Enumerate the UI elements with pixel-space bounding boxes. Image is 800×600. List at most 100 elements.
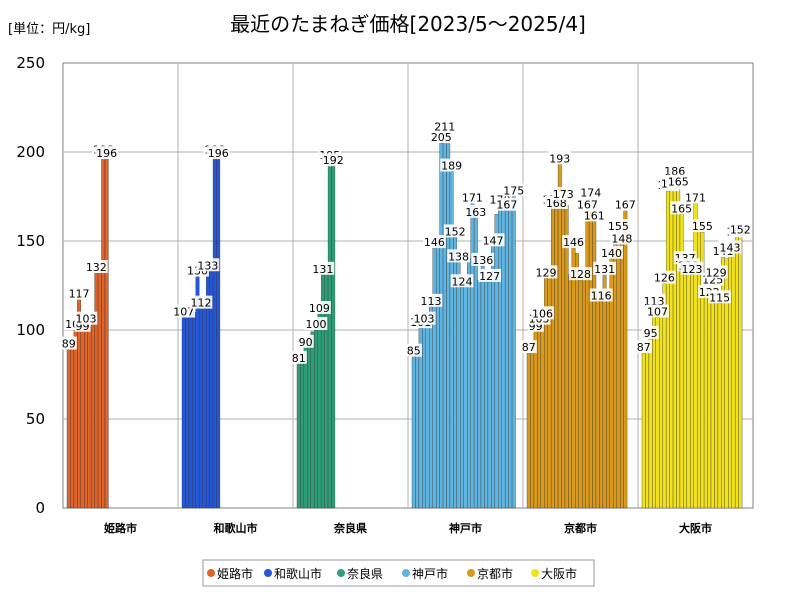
data-label-bg (663, 163, 687, 177)
data-label-bg (684, 190, 707, 204)
data-label-bg (412, 311, 436, 325)
data-label: 167 (613, 197, 637, 212)
bar (97, 271, 102, 509)
data-label-bg (311, 261, 335, 275)
bar (188, 315, 193, 509)
bar (585, 210, 590, 509)
data-label-text: 196 (208, 147, 229, 160)
data-label: 133 (196, 258, 220, 272)
bar (683, 263, 688, 509)
data-label-text: 167 (615, 199, 636, 212)
bar (480, 265, 485, 509)
data-label-text: 129 (706, 266, 727, 279)
bar (602, 274, 607, 509)
data-label: 128 (569, 267, 592, 281)
x-tick-label: 大阪市 (679, 521, 712, 535)
bar (494, 214, 499, 509)
data-label-text: 196 (96, 147, 117, 160)
data-label: 143 (718, 240, 742, 254)
data-label-text: 189 (441, 160, 462, 173)
series-3-bars (296, 160, 336, 509)
data-label-text: 131 (312, 263, 333, 276)
bar (550, 205, 555, 509)
data-label-text: 103 (75, 313, 96, 326)
data-label: 152 (443, 224, 467, 238)
data-label-bg (575, 197, 599, 211)
data-label-bg (60, 336, 77, 350)
bar (307, 338, 311, 509)
data-label-bg (495, 197, 519, 211)
y-tick-label: 150 (16, 232, 45, 250)
bar (66, 349, 71, 509)
legend-item: 姫路市 (207, 566, 253, 581)
chart-title: 最近のたまねぎ価格[2023/5～2025/4] (230, 12, 586, 36)
bar (511, 196, 516, 509)
bar (501, 203, 506, 509)
bar (80, 331, 85, 509)
bar (84, 324, 88, 509)
bar (578, 279, 583, 509)
bar (429, 306, 433, 509)
data-label-text: 112 (190, 297, 211, 310)
bar (460, 287, 464, 509)
data-label-text: 192 (323, 154, 344, 167)
data-label-text: 109 (309, 302, 330, 315)
bar (498, 205, 502, 509)
data-label-text: 171 (462, 192, 483, 205)
bar (714, 278, 719, 509)
y-tick-label: 200 (16, 143, 45, 161)
data-label: 129 (704, 265, 728, 279)
data-label-bg (589, 288, 613, 302)
data-label-bg (471, 252, 495, 266)
bar (557, 164, 562, 509)
data-label: 129 (534, 265, 558, 279)
plot-area: 0 50 100 150 200 250 姫路市 和歌山市 奈良県 神戸市 京都市 大阪市 (16, 54, 754, 535)
data-label: 87 (635, 340, 652, 354)
data-label-text: 175 (503, 185, 524, 198)
legend-label: 和歌山市 (274, 566, 322, 581)
y-tick-label: 100 (16, 321, 45, 339)
data-label: 155 (607, 219, 630, 233)
data-label-bg (534, 265, 558, 279)
legend-label: 神戸市 (412, 566, 448, 581)
data-label-bg (429, 130, 453, 144)
data-label: 146 (562, 235, 585, 249)
data-label-text: 128 (570, 268, 591, 281)
data-label-bg (433, 119, 457, 133)
data-label-text: 171 (685, 192, 706, 205)
data-label-bg (423, 235, 446, 249)
legend-marker (337, 569, 345, 577)
data-label: 117 (67, 286, 91, 301)
data-label-bg (447, 249, 470, 263)
data-label-text: 140 (601, 247, 622, 260)
data-label-text: 87 (522, 341, 536, 354)
series-4-bars (411, 132, 516, 509)
data-label: 116 (589, 288, 613, 303)
bar (731, 246, 736, 509)
data-label-bg (551, 187, 575, 201)
data-label: 175 (502, 183, 526, 198)
data-label-bg (481, 233, 505, 247)
data-label: 174 (579, 185, 603, 199)
bar (90, 320, 95, 509)
bar (599, 301, 604, 509)
bar (425, 312, 430, 509)
bar (467, 258, 471, 509)
data-label-bg (67, 286, 91, 300)
data-label-text: 81 (292, 352, 306, 365)
legend-item: 神戸市 (402, 566, 448, 581)
bar (73, 329, 78, 509)
data-label: 171 (684, 190, 707, 205)
data-label-text: 132 (86, 261, 107, 274)
data-label-bg (440, 158, 464, 172)
data-label-text: 155 (608, 220, 629, 233)
bar (690, 274, 694, 509)
bar (641, 352, 646, 509)
data-label-text: 173 (553, 188, 574, 201)
data-label-text: 165 (671, 202, 692, 215)
x-tick-label: 神戸市 (449, 521, 482, 535)
bar (665, 190, 670, 509)
data-label: 131 (593, 261, 617, 276)
bar (181, 317, 186, 509)
data-label-bg (579, 185, 603, 199)
